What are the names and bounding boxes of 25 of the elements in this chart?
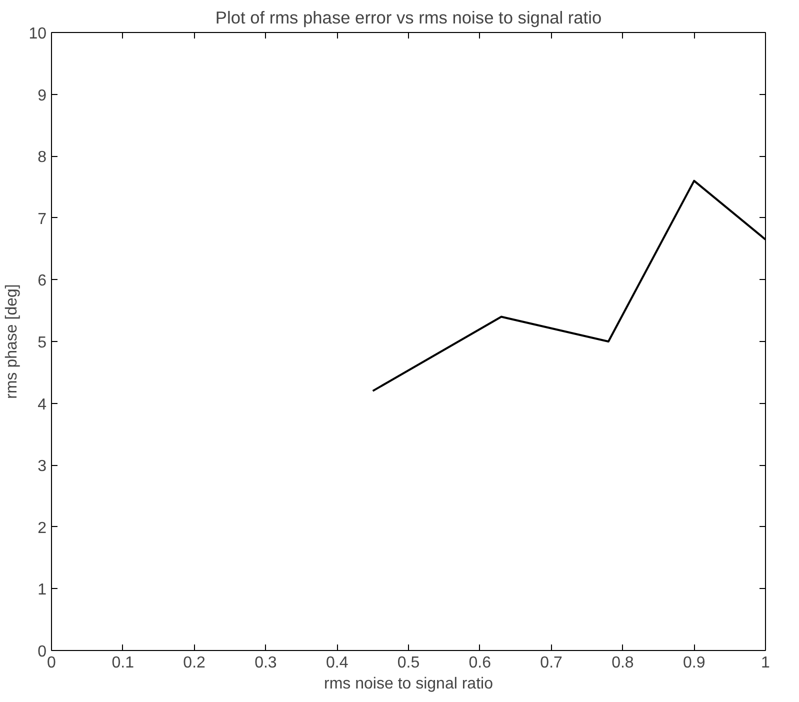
x-tick-label: 1 <box>761 654 770 672</box>
x-tick-label: 0.4 <box>326 654 348 672</box>
y-tick-label: 3 <box>38 458 47 476</box>
x-tick-label: 0.9 <box>682 654 706 672</box>
y-tick-label: 6 <box>38 272 47 290</box>
x-tick-label: 0.6 <box>468 654 492 672</box>
x-tick-label: 0.5 <box>397 654 420 672</box>
y-tick-label: 1 <box>38 582 47 599</box>
line-series <box>372 180 766 392</box>
chart-title: Plot of rms phase error vs rms noise to signal ratio <box>215 8 602 28</box>
x-tick-label: 0.8 <box>612 654 634 672</box>
y-tick-label: 2 <box>38 520 47 537</box>
y-tick-label: 5 <box>38 334 47 352</box>
x-tick-label: 0.2 <box>183 654 206 672</box>
x-axis-title: rms noise to signal ratio <box>324 676 494 692</box>
x-tick-label: 0.1 <box>112 654 134 672</box>
y-tick-label: 7 <box>38 210 47 228</box>
y-tick-label: 9 <box>38 87 47 104</box>
y-axis-title: rms phase [deg] <box>4 284 21 399</box>
y-tick-label: 0 <box>38 644 47 660</box>
x-tick-label: 0.7 <box>540 654 563 672</box>
y-tick-label: 10 <box>28 26 47 42</box>
y-tick-label: 8 <box>38 149 47 166</box>
y-tick-label: 4 <box>38 396 47 414</box>
x-tick-label: 0.3 <box>254 654 277 672</box>
